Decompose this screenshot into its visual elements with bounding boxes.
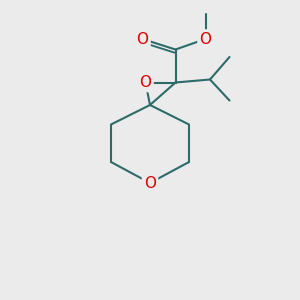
Text: O: O (200, 32, 211, 46)
Text: O: O (144, 176, 156, 190)
Text: O: O (140, 75, 152, 90)
Text: O: O (136, 32, 148, 46)
